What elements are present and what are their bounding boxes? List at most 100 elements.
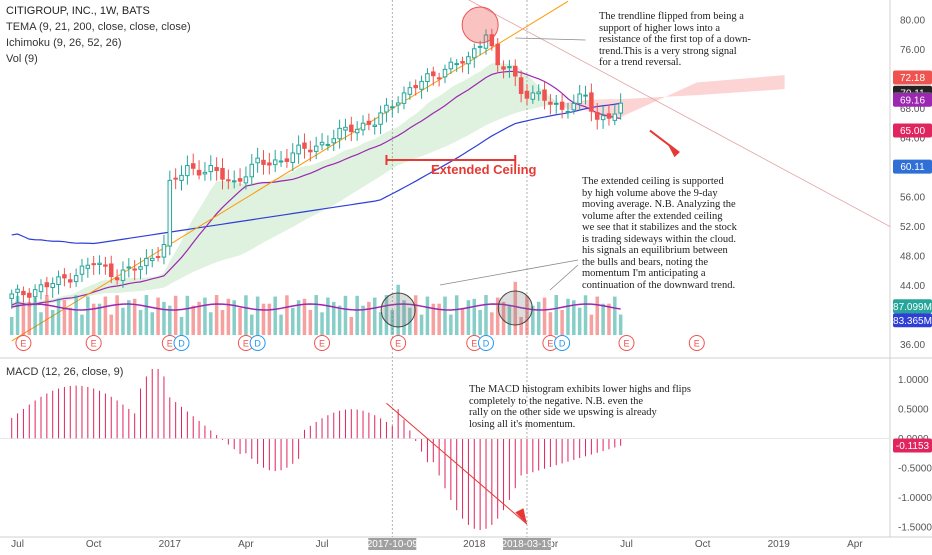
volume-bar xyxy=(39,312,43,335)
volume-bar xyxy=(121,307,125,335)
candle-body xyxy=(278,160,284,163)
time-tick-label: Apr xyxy=(238,539,254,550)
cloud-segment xyxy=(316,160,323,215)
cloud-segment xyxy=(480,66,486,129)
event-marker-label: D xyxy=(483,339,490,349)
volume-bar xyxy=(408,307,412,335)
candle-body xyxy=(425,73,430,83)
volume-bar xyxy=(495,297,500,335)
volume-bar xyxy=(531,305,535,335)
macd-tick-label: -1.0000 xyxy=(898,493,932,504)
event-marker-label: E xyxy=(694,339,700,349)
candle-body xyxy=(477,45,483,48)
cloud-segment xyxy=(257,181,264,246)
legend-vol[interactable]: Vol (9) xyxy=(6,53,38,65)
candle-body xyxy=(27,292,32,298)
cloud-segment xyxy=(134,278,141,292)
volume-bar xyxy=(396,284,400,335)
candle-body xyxy=(38,284,44,293)
candle-body xyxy=(553,102,559,105)
cloud-segment xyxy=(193,209,200,272)
cloud-segment xyxy=(152,275,159,290)
candle-body xyxy=(565,110,571,113)
candle-body xyxy=(466,56,471,65)
macd-trend-arrow xyxy=(386,402,528,525)
candle-body xyxy=(272,159,278,166)
event-marker-label: E xyxy=(624,339,630,349)
candle-body xyxy=(173,177,178,180)
cloud-segment xyxy=(251,181,258,250)
volume-bar xyxy=(238,307,242,335)
volume-bar xyxy=(525,295,529,335)
macd-histogram xyxy=(11,368,622,531)
volume-bar xyxy=(566,298,570,335)
volume-bar xyxy=(490,312,494,335)
candle-body xyxy=(366,120,372,125)
volume-bar xyxy=(127,300,131,335)
event-marker-label: E xyxy=(91,339,97,349)
candle-body xyxy=(249,163,255,178)
future-cloud xyxy=(620,75,785,118)
candle-body xyxy=(436,77,442,80)
cloud-segment xyxy=(526,74,533,111)
date-highlight-box xyxy=(502,538,551,550)
event-marker-label: E xyxy=(471,339,477,349)
cloud-segment xyxy=(468,74,475,136)
cloud-segment xyxy=(433,96,440,152)
legend-symbol[interactable]: CITIGROUP, INC., 1W, BATS xyxy=(6,5,150,17)
candle-body xyxy=(114,277,120,281)
volume-bar xyxy=(197,301,201,335)
volume-bar xyxy=(291,307,295,335)
price-badge: -0.1153 xyxy=(893,438,932,453)
price-tick-label: 68.00 xyxy=(900,104,925,115)
volume-bar xyxy=(191,305,195,335)
cloud-segment xyxy=(304,165,311,221)
candle-body xyxy=(518,77,524,94)
time-tick-label: Jul xyxy=(316,539,329,550)
trend-arrowhead xyxy=(667,143,680,158)
candle-body xyxy=(313,145,319,152)
cloud-segment xyxy=(404,117,410,163)
legend-ichimoku[interactable]: Ichimoku (9, 26, 52, 26) xyxy=(6,37,122,49)
volume-bars xyxy=(9,281,623,335)
candle-body xyxy=(384,104,389,113)
candle-body xyxy=(167,179,173,247)
volume-bar xyxy=(413,295,418,335)
cloud-segment xyxy=(497,62,504,120)
legend-tema[interactable]: TEMA (9, 21, 200, close, close, close) xyxy=(6,21,191,33)
price-badge-box xyxy=(893,299,932,314)
volume-bar xyxy=(355,295,359,335)
candle-body xyxy=(442,68,448,78)
note-arrow xyxy=(515,37,586,41)
event-marker xyxy=(554,335,571,351)
volume-bar xyxy=(109,314,114,335)
volume-bar xyxy=(50,309,55,335)
candle-body xyxy=(185,165,190,177)
price-badge-label: 83.365M xyxy=(893,316,932,327)
event-marker-label: E xyxy=(243,339,249,349)
event-marker-label: D xyxy=(178,339,185,349)
cloud-segment xyxy=(509,63,516,116)
legend-macd[interactable]: MACD (12, 26, close, 9) xyxy=(6,366,124,378)
cloud-segment xyxy=(532,80,539,109)
macd-tick-label: 0.5000 xyxy=(898,405,929,416)
candle-body xyxy=(542,89,547,101)
volume-bar xyxy=(361,305,365,335)
candle-body xyxy=(237,178,243,182)
price-badge-label: 69.16 xyxy=(900,95,925,106)
cloud-segment xyxy=(462,78,469,139)
volume-bar xyxy=(337,305,342,335)
volume-bar xyxy=(144,295,149,335)
cloud-segment xyxy=(374,135,381,180)
candle-body xyxy=(448,61,454,70)
event-marker-label: E xyxy=(395,339,401,349)
candle-body xyxy=(9,293,14,299)
volume-bar xyxy=(320,312,324,335)
volume-bar xyxy=(279,314,283,335)
candle-body xyxy=(214,167,219,172)
price-tick-label: 48.00 xyxy=(900,252,925,263)
candle-body xyxy=(325,143,331,146)
candle-body xyxy=(407,87,413,95)
time-tick-label: Jul xyxy=(620,539,633,550)
